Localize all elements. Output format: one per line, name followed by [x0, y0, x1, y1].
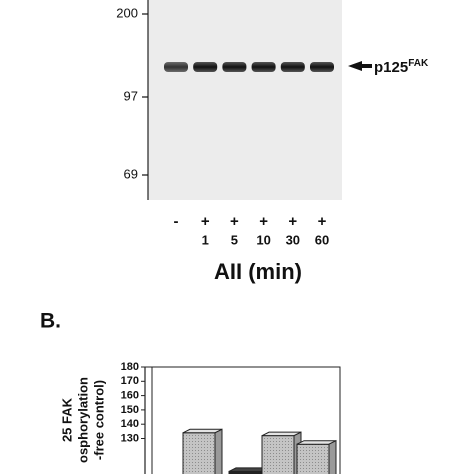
lane-sign: + [230, 213, 239, 230]
lane-time: 60 [315, 232, 329, 247]
y-tick-label: 160 [121, 390, 139, 402]
band-label: p125FAK [374, 58, 429, 76]
y-axis-label: osphorylation [75, 377, 90, 463]
bar-side [328, 439, 337, 474]
lane-sign: - [174, 213, 179, 230]
lane-sign: + [259, 213, 268, 230]
lane-time: 1 [202, 232, 209, 247]
bar [261, 435, 295, 474]
protein-band [310, 62, 334, 72]
protein-band [251, 62, 276, 72]
lane-sign: + [288, 213, 297, 230]
y-axis-label: 25 FAK [59, 397, 74, 442]
marker-label: 200 [116, 5, 138, 20]
band-arrow [348, 61, 372, 71]
y-tick-label: 140 [121, 418, 139, 430]
protein-band [164, 62, 188, 72]
protein-band [280, 62, 305, 72]
y-tick-label: 130 [121, 432, 139, 444]
y-tick-label: 170 [121, 375, 139, 387]
protein-band [193, 62, 218, 72]
y-tick-label: 150 [121, 404, 139, 416]
y-axis-label: -free control) [91, 380, 106, 460]
protein-band [222, 62, 247, 72]
marker-label: 97 [124, 88, 138, 103]
markers: 200 97 69 [116, 5, 148, 181]
bar [296, 443, 330, 474]
lanes: - +1 +5 +10 +30 +60 [164, 62, 334, 247]
blot-x-label: AII (min) [214, 259, 302, 284]
lane-time: 30 [286, 232, 300, 247]
lane-time: 10 [256, 232, 270, 247]
band-name: p125 [374, 59, 408, 76]
bar-side [214, 428, 223, 474]
band-superscript: FAK [408, 58, 429, 69]
panel-label: B. [40, 310, 61, 333]
chart-frame [145, 366, 341, 474]
lane-sign: + [201, 213, 210, 230]
lane-sign: + [318, 213, 327, 230]
lane-time: 5 [231, 232, 238, 247]
bar [182, 432, 216, 474]
blot-membrane [148, 0, 342, 200]
y-tick-label: 180 [121, 361, 139, 373]
bar-chart: 130 140 150 160 170 180 25 FAK osphorylation -fr… [59, 361, 341, 474]
marker-label: 69 [124, 166, 138, 181]
